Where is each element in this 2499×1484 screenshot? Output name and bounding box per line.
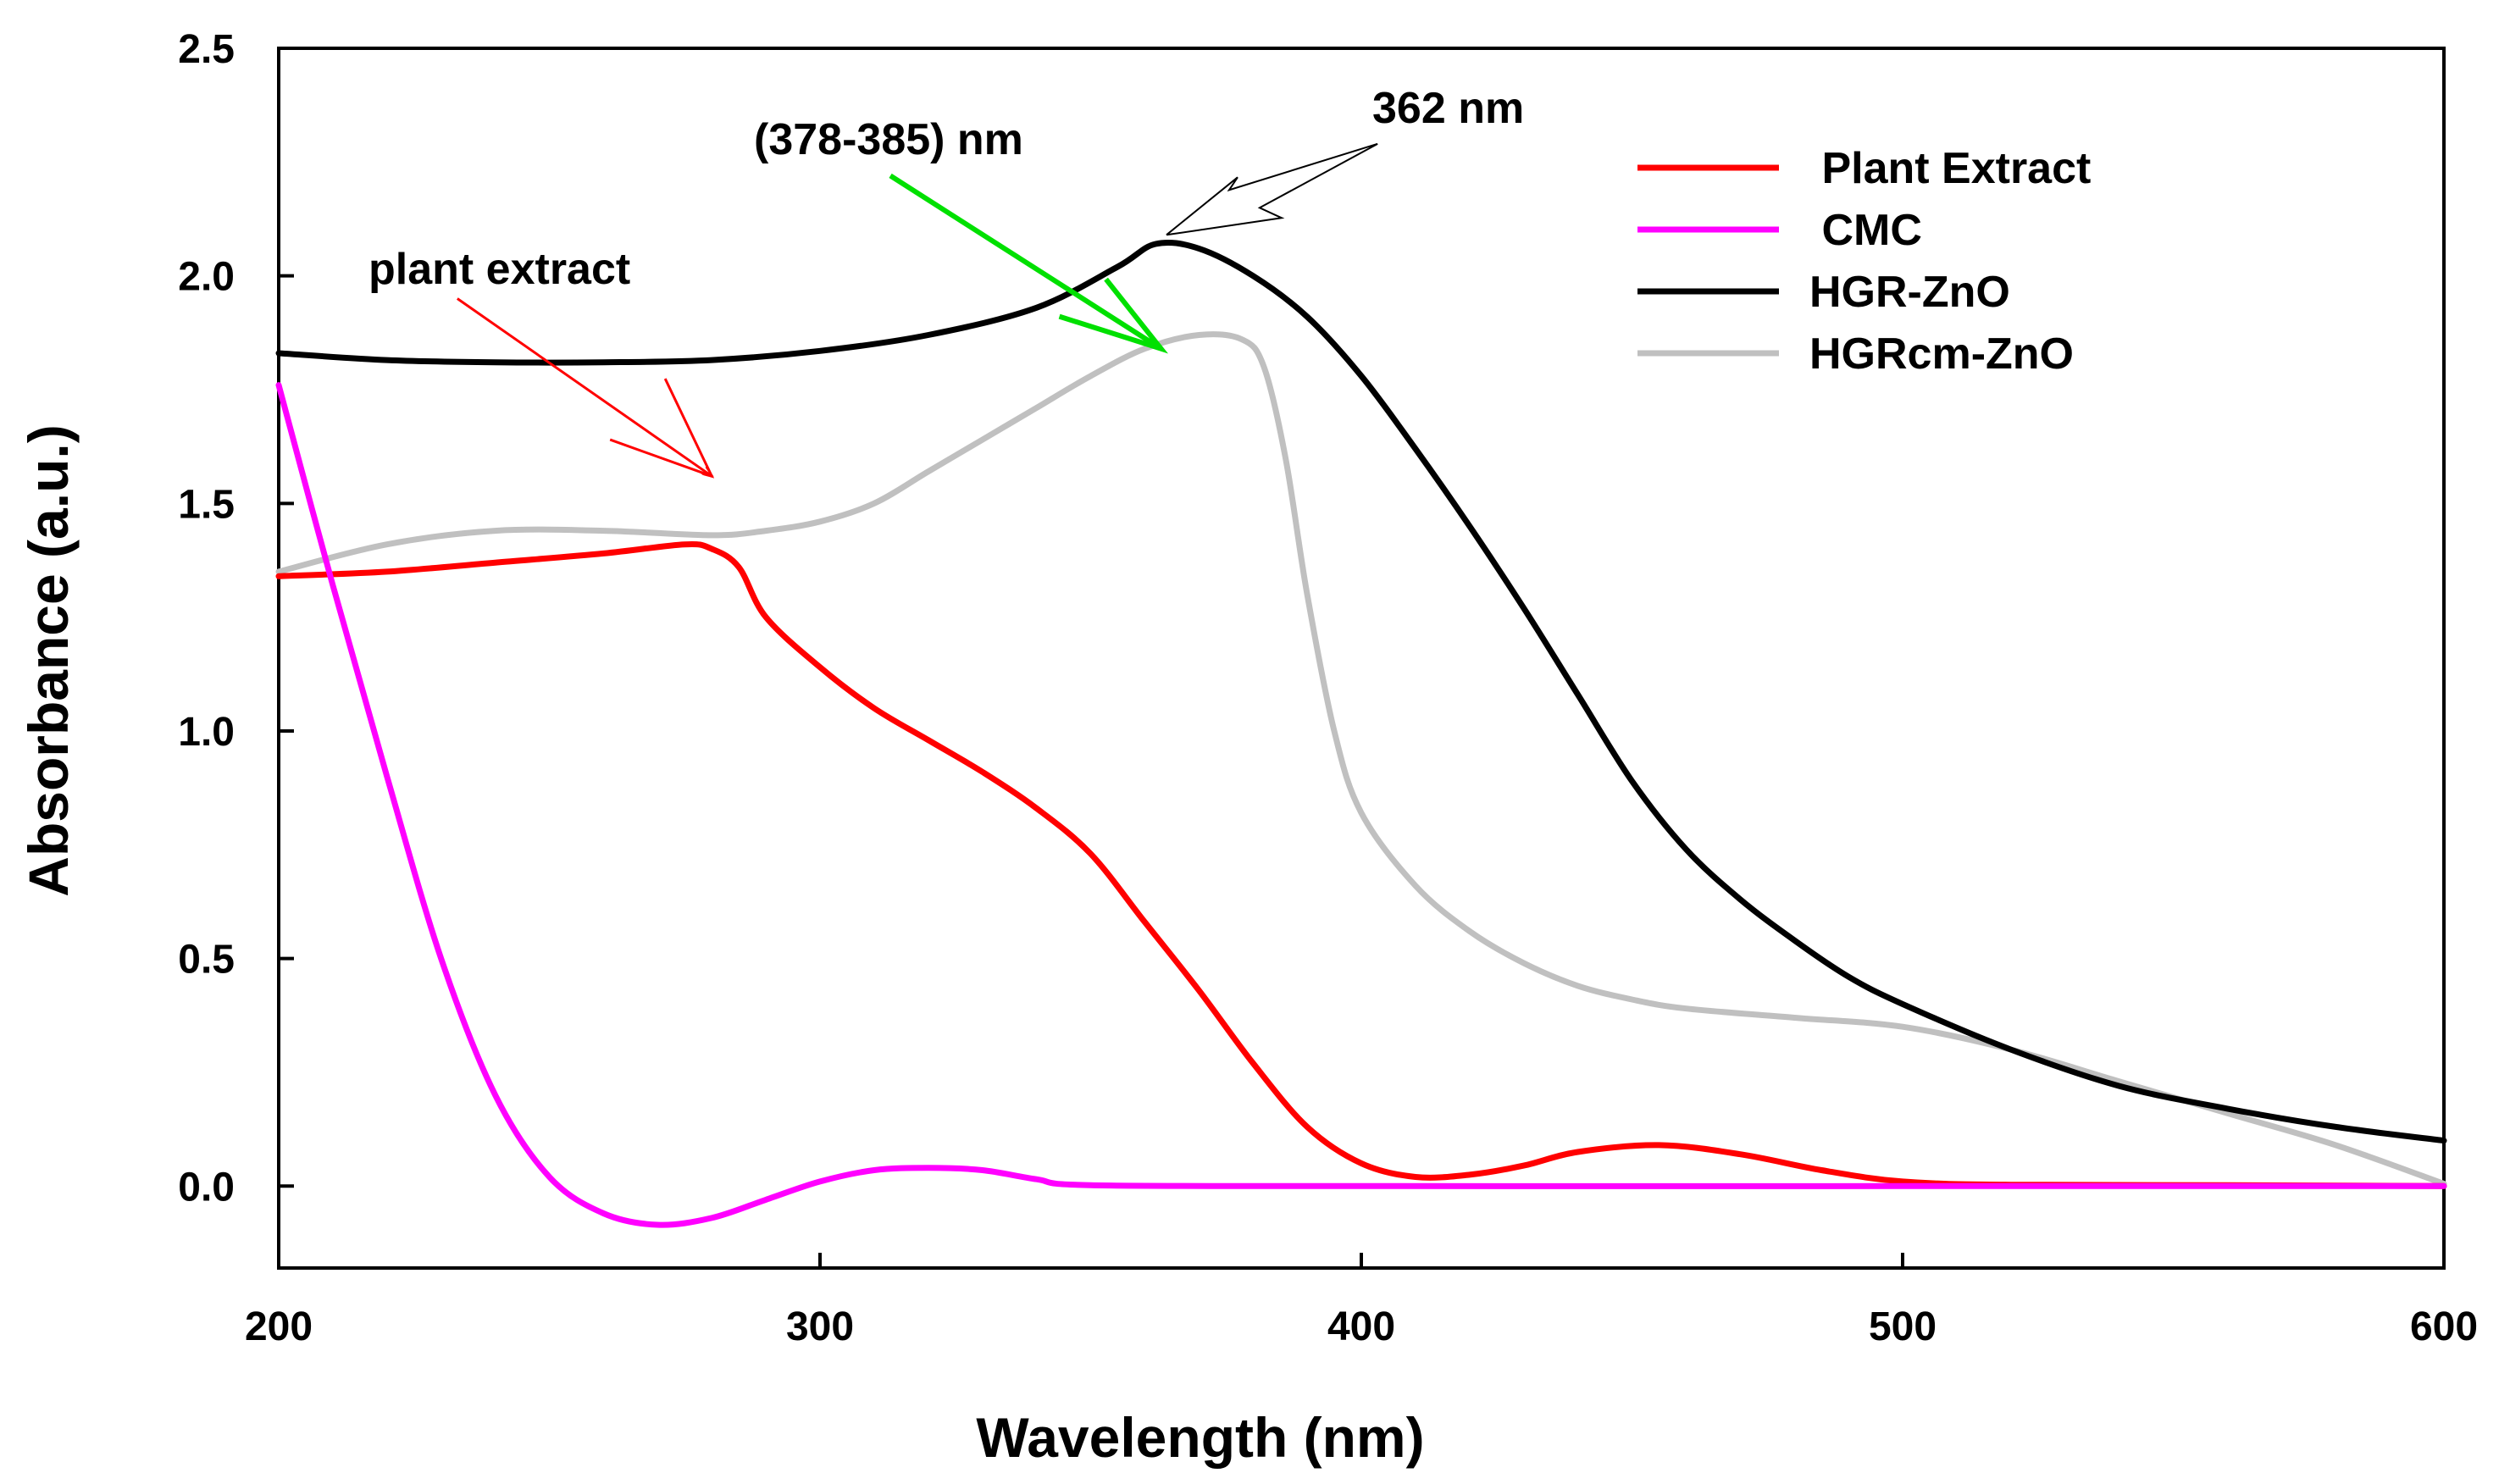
legend-label-hgrcm-zno: HGRcm-ZnO [1809, 329, 2074, 379]
annotation-label-362-nm: 362 nm [1372, 84, 1524, 133]
series-line-plant-extract [275, 540, 2447, 1189]
x-axis-ticks: 200 300 400 500 600 [245, 1253, 2478, 1349]
x-tick-label: 400 [1327, 1304, 1395, 1349]
annotation-label-378-385-nm: (378-385) nm [754, 115, 1023, 164]
annotation-label-plant-extract: plant extract [368, 245, 630, 294]
annotation-arrow-plant-extract [457, 297, 712, 477]
y-tick-label: 1.5 [178, 482, 235, 527]
legend-label-hgr-zno: HGR-ZnO [1809, 268, 2010, 317]
annotations: plant extract (378-385) nm 362 nm [368, 84, 1524, 476]
x-tick-label: 300 [786, 1304, 854, 1349]
series-line-hgr-zno [275, 239, 2447, 1144]
y-axis-title: Absorbance (a.u.) [17, 424, 80, 896]
x-tick-label: 200 [245, 1304, 313, 1349]
y-tick-label: 0.5 [178, 938, 235, 983]
y-tick-label: 2.5 [178, 27, 235, 72]
y-tick-label: 0.0 [178, 1165, 235, 1210]
y-axis-ticks: 0.0 0.5 1.0 1.5 2.0 2.5 [178, 27, 294, 1210]
x-axis-title: Wavelength (nm) [976, 1406, 1424, 1469]
y-tick-label: 1.0 [178, 710, 235, 755]
y-tick-label: 2.0 [178, 255, 235, 300]
annotation-arrowhead-378-385-nm [1058, 277, 1169, 354]
annotation-arrowhead-plant-extract [609, 378, 715, 479]
x-tick-label: 600 [2410, 1304, 2478, 1349]
series-lines [275, 239, 2447, 1228]
x-tick-label: 500 [1869, 1304, 1937, 1349]
annotation-arrow-378-385-nm [889, 173, 1163, 352]
series-line-hgrcm-zno [275, 331, 2447, 1188]
series-line-cmc [275, 382, 2447, 1228]
legend-label-plant-extract: Plant Extract [1809, 144, 2091, 193]
legend-label-cmc: CMC [1809, 206, 1922, 255]
annotation-arrow-362-nm [1166, 142, 1378, 236]
legend: Plant Extract CMC HGR-ZnO HGRcm-ZnO [1637, 144, 2091, 379]
